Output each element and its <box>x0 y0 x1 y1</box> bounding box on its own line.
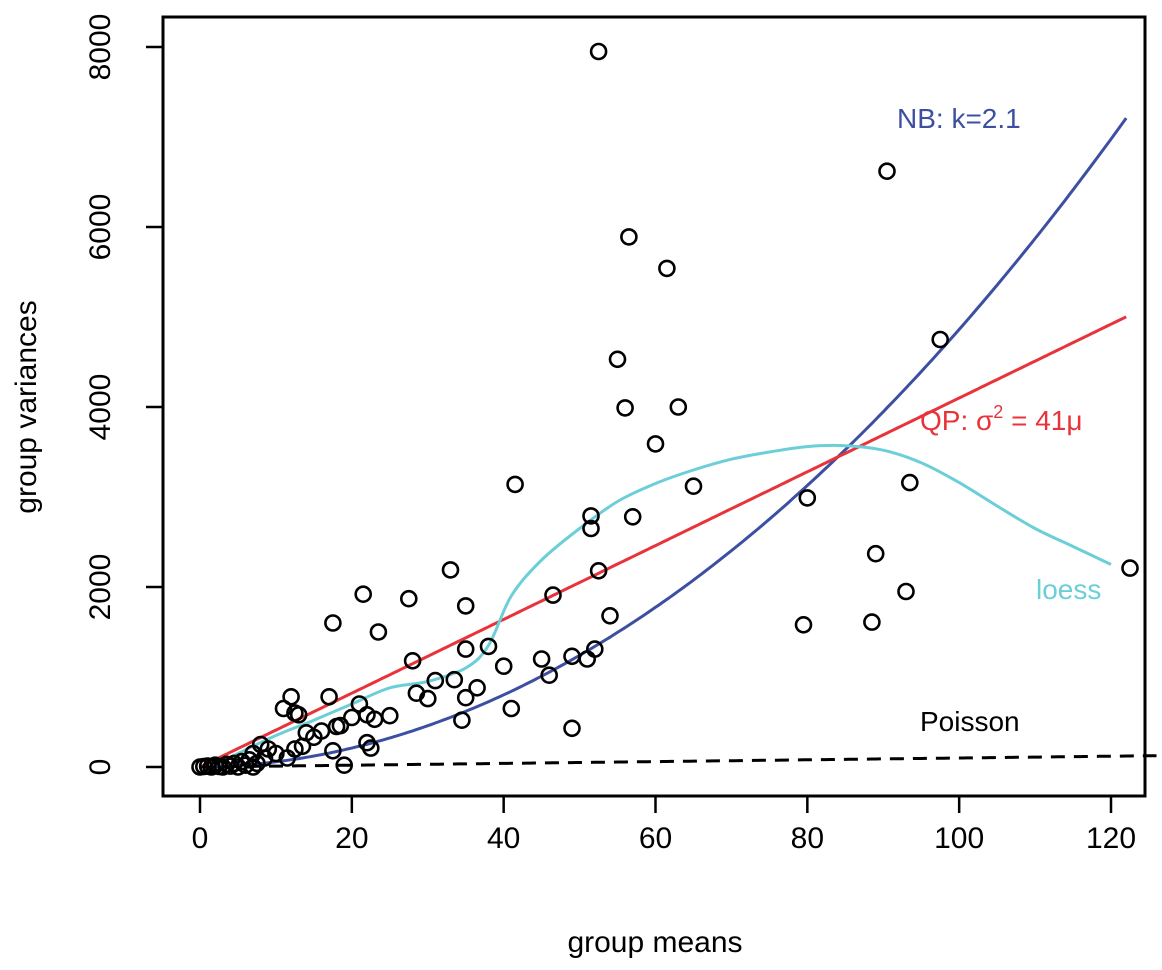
y-axis-title: group variances <box>10 300 43 513</box>
data-point <box>312 722 331 740</box>
data-point <box>426 671 445 690</box>
data-point <box>658 259 676 278</box>
series-line-qp-41 <box>199 315 1127 769</box>
data-point <box>931 330 950 349</box>
data-point <box>418 689 437 708</box>
y-tick-label: 2000 <box>84 554 117 621</box>
loess-annotation: loess <box>1036 574 1101 605</box>
data-point <box>506 475 524 494</box>
x-tick-label: 0 <box>192 822 209 855</box>
data-point <box>255 749 274 767</box>
data-point <box>456 688 475 707</box>
data-point <box>578 650 597 668</box>
x-tick-label: 100 <box>934 822 984 855</box>
qp-annotation-superscript: 2 <box>993 402 1003 422</box>
data-point <box>669 398 688 416</box>
data-point <box>620 228 638 246</box>
data-point <box>335 756 354 775</box>
data-point <box>866 544 885 563</box>
data-points <box>191 42 1139 776</box>
data-point <box>897 582 915 601</box>
data-point <box>324 741 342 760</box>
data-point <box>544 586 562 604</box>
qp-annotation-suffix: = 41μ <box>1003 405 1082 436</box>
data-point <box>585 640 604 658</box>
data-point <box>289 705 308 724</box>
data-point <box>331 716 350 735</box>
data-point <box>532 650 551 668</box>
data-point <box>244 758 262 776</box>
x-tick-label: 20 <box>335 822 368 855</box>
data-point <box>267 744 285 763</box>
data-point <box>900 473 919 492</box>
x-tick-label: 120 <box>1086 822 1136 855</box>
qp-annotation-prefix: QP: σ <box>920 405 993 436</box>
data-point <box>563 719 581 738</box>
data-point <box>282 687 300 706</box>
y-tick-label: 0 <box>84 759 117 776</box>
data-point <box>878 162 896 180</box>
data-point <box>1121 559 1139 577</box>
y-tick-label: 4000 <box>84 374 117 441</box>
fitted-curves <box>199 117 1157 774</box>
x-tick-label: 80 <box>791 822 824 855</box>
y-axis: 0 2000 4000 6000 8000 <box>84 14 163 776</box>
data-point <box>354 585 373 604</box>
data-point <box>684 477 703 496</box>
data-point <box>320 687 338 706</box>
data-point <box>798 489 817 507</box>
data-point <box>589 42 608 61</box>
x-tick-label: 40 <box>487 822 520 855</box>
data-point <box>623 507 642 526</box>
nb-annotation: NB: k=2.1 <box>897 103 1021 134</box>
data-point <box>794 615 813 634</box>
x-tick-label: 60 <box>639 822 672 855</box>
series-line-nb-k-2-1 <box>199 117 1128 769</box>
data-point <box>380 706 399 725</box>
data-point <box>601 606 619 625</box>
data-point <box>494 657 513 676</box>
data-point <box>608 350 627 369</box>
data-point <box>441 561 460 579</box>
data-point <box>324 614 342 632</box>
data-point <box>445 670 464 689</box>
data-point <box>616 399 634 417</box>
data-point <box>863 613 881 631</box>
data-point <box>403 651 422 670</box>
data-point <box>582 507 600 525</box>
data-point <box>589 561 608 580</box>
x-axis: 0 20 40 60 80 100 120 <box>192 796 1136 855</box>
data-point <box>453 711 471 730</box>
series-line-loess <box>199 443 1112 774</box>
x-axis-title: group means <box>567 926 742 959</box>
data-point <box>502 699 521 718</box>
data-point <box>468 678 486 697</box>
data-point <box>399 589 418 608</box>
data-point <box>456 597 475 615</box>
data-point <box>361 739 380 757</box>
data-point <box>479 637 498 656</box>
data-point <box>646 435 665 453</box>
y-tick-label: 6000 <box>84 194 117 261</box>
y-tick-label: 8000 <box>84 14 117 81</box>
poisson-annotation: Poisson <box>920 706 1020 737</box>
data-point <box>369 623 388 641</box>
data-point <box>286 740 304 758</box>
qp-annotation: QP: σ2 = 41μ <box>920 402 1083 436</box>
data-point <box>456 640 475 658</box>
data-point <box>540 666 559 685</box>
data-point <box>582 519 600 538</box>
